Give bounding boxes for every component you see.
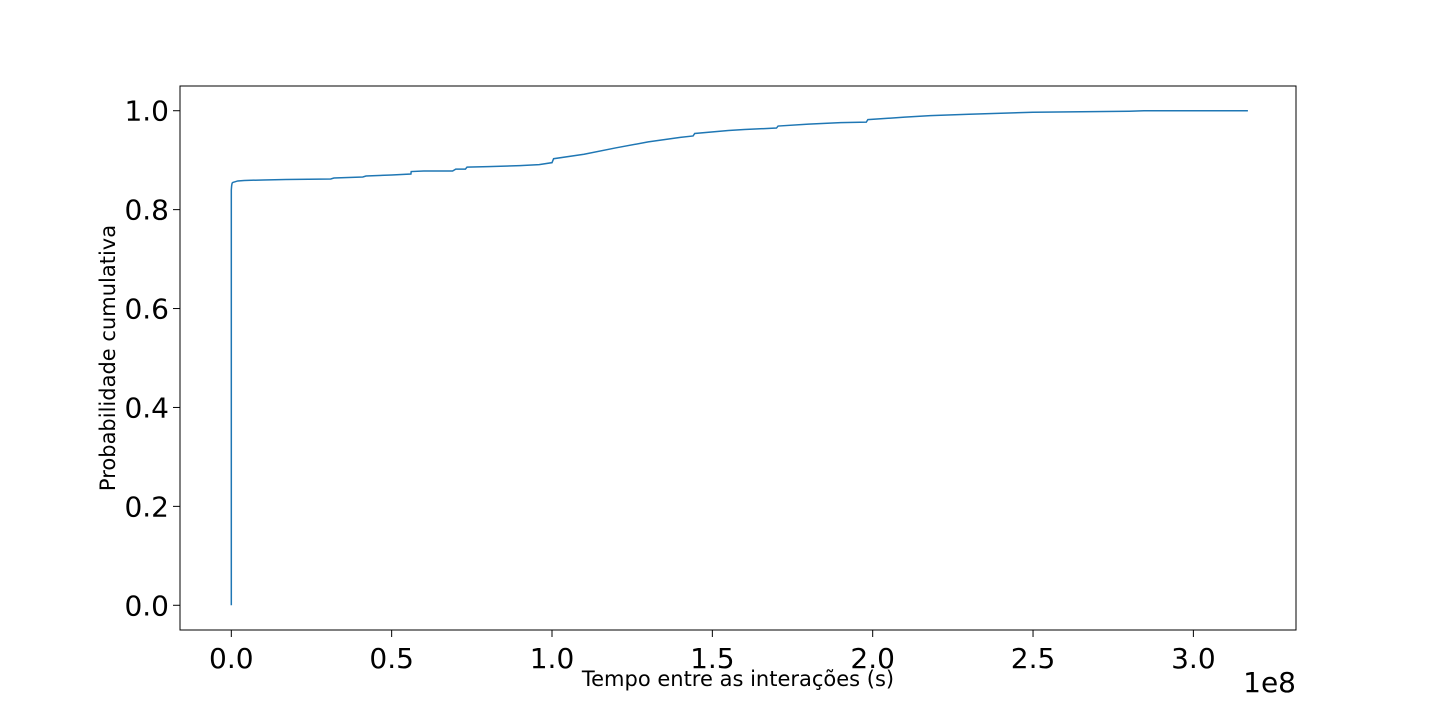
y-tick-label: 0.0 xyxy=(124,589,169,622)
y-tick-label: 0.2 xyxy=(124,490,169,523)
y-axis-label: Probabilidade cumulativa xyxy=(96,225,120,491)
x-tick-label: 3.0 xyxy=(1171,642,1216,675)
x-tick-label: 0.5 xyxy=(369,642,414,675)
y-tick-label: 0.8 xyxy=(124,194,169,227)
y-tick-label: 1.0 xyxy=(124,95,169,128)
x-axis-label: Tempo entre as interações (s) xyxy=(581,667,894,691)
plot-area xyxy=(180,86,1296,630)
y-axis: 0.0 0.2 0.4 0.6 0.8 1.0 xyxy=(124,95,180,622)
x-tick-label: 0.0 xyxy=(209,642,254,675)
x-axis-offset-label: 1e8 xyxy=(1243,666,1296,699)
x-tick-label: 1.5 xyxy=(690,642,735,675)
x-tick-label: 1.0 xyxy=(530,642,575,675)
cdf-series-line xyxy=(230,109,1248,606)
x-axis: 0.0 0.5 1.0 1.5 2.0 2.5 3.0 xyxy=(209,630,1216,675)
x-tick-label: 2.0 xyxy=(850,642,895,675)
y-tick-label: 0.6 xyxy=(124,293,169,326)
x-tick-label: 2.5 xyxy=(1011,642,1056,675)
y-tick-label: 0.4 xyxy=(124,391,169,424)
plot-frame xyxy=(179,85,1297,631)
